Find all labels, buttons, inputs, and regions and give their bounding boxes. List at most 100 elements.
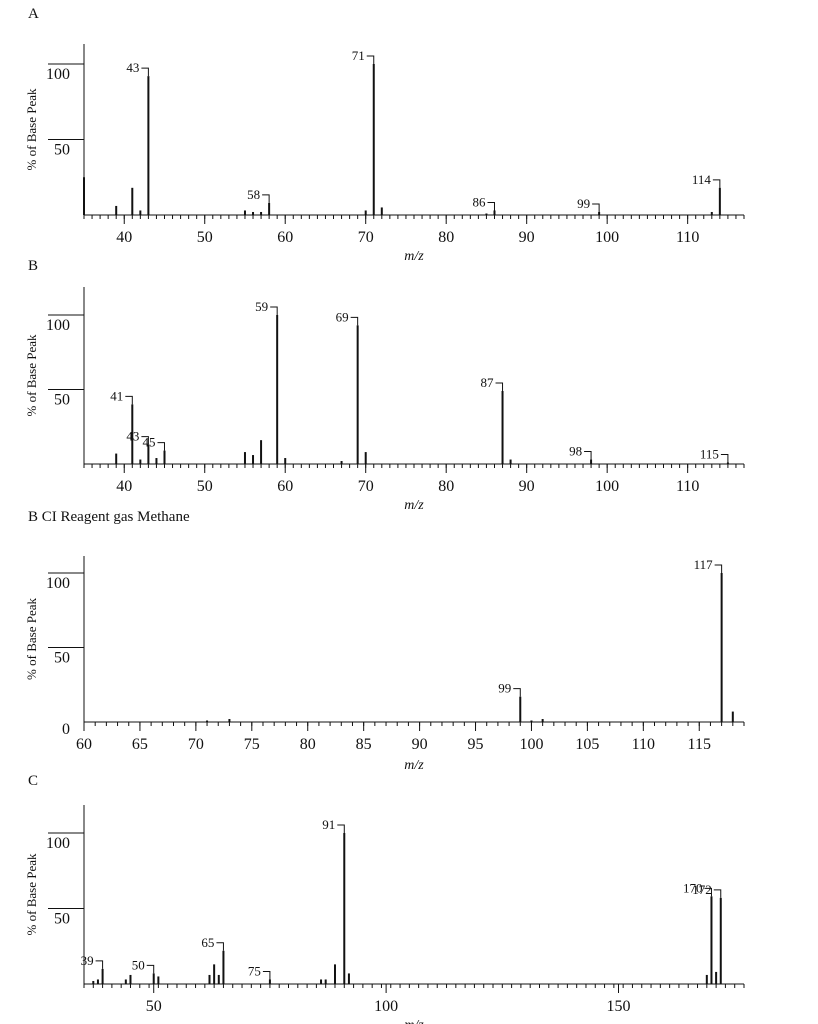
peak-label-leader	[350, 316, 359, 326]
peak-label-leader	[141, 67, 149, 77]
peak-label-leader	[366, 55, 375, 64]
peak-label: 50	[132, 957, 145, 972]
peak-label: 91	[322, 817, 335, 832]
peak-label-leader	[157, 442, 165, 451]
x-tick-label: 50	[146, 998, 162, 1015]
peak-label: 172	[692, 882, 712, 897]
peak-label: 86	[472, 194, 486, 209]
y-axis-title: % of Base Peak	[24, 598, 39, 680]
peak-label-leader	[146, 964, 155, 974]
x-tick-label: 60	[277, 229, 293, 246]
x-tick-label: 100	[519, 736, 543, 753]
peak-label: 115	[700, 447, 719, 462]
peak-label: 43	[126, 60, 139, 75]
x-tick-label: 100	[374, 998, 398, 1015]
spectrum-chart: 100 50 % of Base Peak 40 50 60 70 80 90 100 110 m/z…	[24, 44, 745, 264]
x-tick-label: 80	[438, 478, 454, 495]
x-tick-label: 150	[607, 998, 631, 1015]
x-axis-title: m/z	[404, 758, 424, 773]
x-tick-label: 110	[632, 736, 655, 753]
peak-label-leader	[592, 203, 600, 212]
y-tick-label: 50	[54, 392, 70, 409]
y-tick-label: 50	[54, 142, 70, 159]
peak-label: 114	[692, 172, 712, 187]
y-tick-label: 100	[46, 317, 70, 334]
peak-label: 43	[126, 429, 139, 444]
y-tick-label: 100	[46, 835, 70, 852]
x-tick-label: 115	[688, 736, 711, 753]
peak-label-leader	[487, 201, 495, 211]
peak-label: 117	[694, 557, 714, 572]
x-tick-label: 70	[188, 736, 204, 753]
y-tick-label: 50	[54, 650, 70, 667]
x-tick-label: 40	[116, 478, 132, 495]
x-tick-label: 110	[676, 229, 699, 246]
x-tick-label: 70	[358, 478, 374, 495]
x-tick-label: 95	[468, 736, 484, 753]
peak-label-leader	[712, 179, 721, 188]
panel-label: A	[28, 6, 39, 22]
x-tick-label: 50	[197, 478, 213, 495]
peak-label-leader	[584, 451, 592, 460]
x-tick-label: 75	[244, 736, 260, 753]
x-tick-label: 90	[412, 736, 428, 753]
x-tick-label: 85	[356, 736, 372, 753]
x-axis-title: m/z	[404, 1018, 424, 1024]
spectrum-panel-c: C 100 50 % of Base Peak 50 100 150 m/z 39 50 65 75…	[0, 773, 818, 1024]
peak-label: 58	[247, 187, 260, 202]
x-tick-label: 80	[300, 736, 316, 753]
peak-label-leader	[262, 970, 271, 980]
x-axis-title: m/z	[404, 498, 424, 513]
spectrum-chart: 100 50 % of Base Peak 40 50 60 70 80 90 100 110 m/z…	[24, 287, 745, 513]
y-axis-title: % of Base Peak	[24, 88, 39, 170]
peak-label-leader	[704, 887, 712, 897]
y-tick-label: 100	[46, 575, 70, 592]
y-tick-label: 0	[62, 721, 70, 738]
x-tick-label: 90	[519, 229, 535, 246]
peak-label: 170	[683, 880, 703, 895]
peak-label-leader	[125, 395, 133, 405]
peak-label-leader	[262, 194, 270, 203]
peak-label: 65	[201, 935, 214, 950]
peak-label-leader	[216, 942, 224, 951]
y-tick-label: 50	[54, 911, 70, 928]
x-tick-label: 60	[76, 736, 92, 753]
spectrum-panel-b-ci: B CI Reagent gas Methane 100 50 0 % of Base…	[0, 509, 818, 779]
peak-label: 69	[336, 309, 349, 324]
x-tick-label: 90	[519, 478, 535, 495]
y-tick-label: 100	[46, 66, 70, 83]
peak-label: 59	[255, 299, 268, 314]
x-tick-label: 60	[277, 478, 293, 495]
peak-label: 39	[81, 953, 94, 968]
y-axis-title: % of Base Peak	[24, 334, 39, 416]
peak-label: 87	[481, 375, 495, 390]
x-tick-label: 50	[197, 229, 213, 246]
peak-label-leader	[141, 436, 149, 445]
spectrum-panel-b: B 100 50 % of Base Peak 40 50 60 70 80 90 100 110 m…	[0, 258, 818, 516]
peak-label: 45	[142, 435, 155, 450]
y-axis-title: % of Base Peak	[24, 853, 39, 935]
peak-label-leader	[713, 889, 722, 898]
peak-label: 75	[248, 963, 261, 978]
panel-label: B CI Reagent gas Methane	[28, 509, 190, 525]
x-tick-label: 40	[116, 229, 132, 246]
peak-label: 71	[352, 48, 365, 63]
peak-label: 99	[577, 196, 590, 211]
peak-label-leader	[95, 960, 104, 969]
x-tick-label: 80	[438, 229, 454, 246]
spectrum-chart: 100 50 0 % of Base Peak 60 65 70 75 80 85 90 95 100 1…	[24, 556, 745, 773]
peak-label: 41	[110, 388, 123, 403]
spectrum-panel-a: A 100 50 % of Base Peak 40 50 60 70 80 90 100 110 m…	[0, 6, 818, 264]
x-tick-label: 100	[595, 229, 619, 246]
peak-label: 98	[569, 444, 582, 459]
peak-label-leader	[720, 454, 729, 463]
peak-label-leader	[714, 564, 723, 573]
spectrum-chart: 100 50 % of Base Peak 50 100 150 m/z 39 50 65 75 91…	[24, 805, 745, 1024]
peak-label-leader	[495, 382, 504, 391]
peak-label-leader	[513, 688, 521, 697]
x-axis-title: m/z	[404, 249, 424, 264]
panel-label: B	[28, 258, 39, 274]
peak-label-leader	[337, 824, 345, 833]
x-tick-label: 110	[676, 478, 699, 495]
